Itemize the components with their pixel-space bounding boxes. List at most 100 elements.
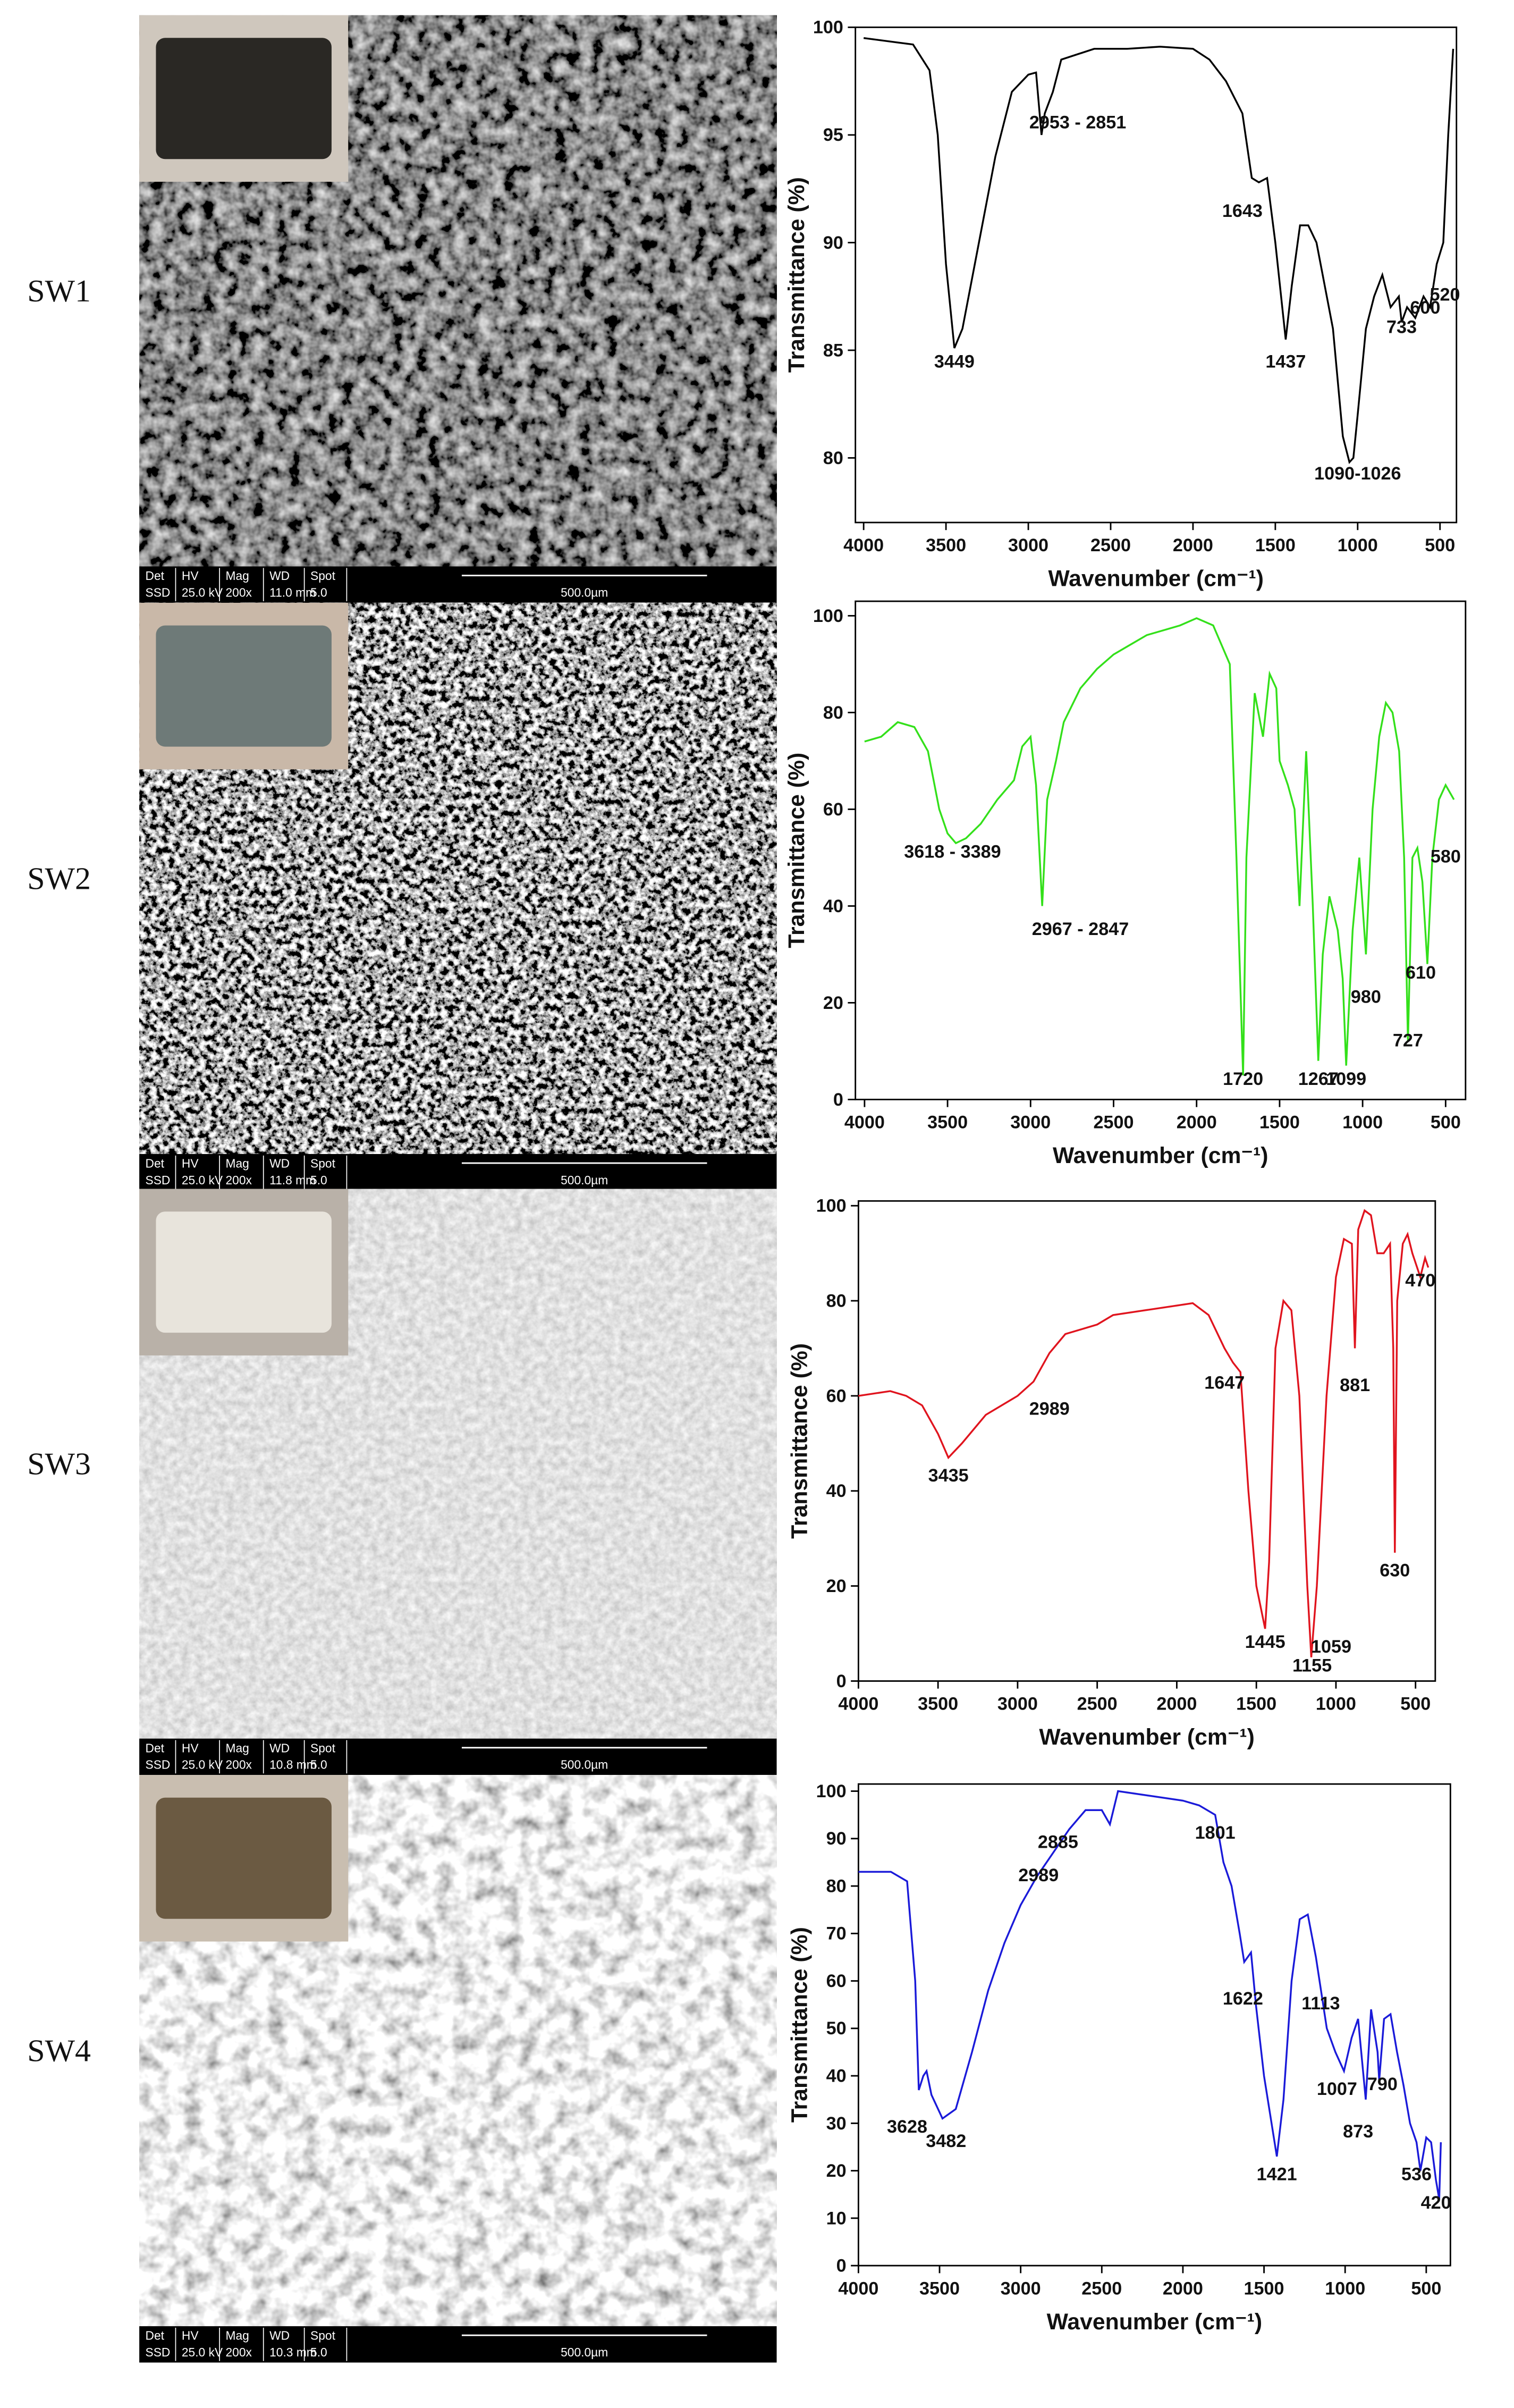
peak-label: 600 <box>1410 298 1440 318</box>
info-bar <box>139 566 777 603</box>
info-value: 25.0 kV <box>182 586 223 600</box>
y-tick-label: 60 <box>823 799 843 820</box>
info-header: Det <box>146 2329 165 2343</box>
y-tick-label: 80 <box>826 1876 847 1896</box>
peak-label: 2953 - 2851 <box>1029 113 1126 133</box>
x-tick-label: 2500 <box>1077 1694 1118 1714</box>
peak-label: 1647 <box>1204 1373 1245 1393</box>
x-tick-label: 2000 <box>1173 535 1213 555</box>
info-header: Mag <box>226 569 249 583</box>
peak-label: 420 <box>1421 2193 1451 2213</box>
y-tick-label: 0 <box>833 1090 843 1110</box>
info-value: 25.0 kV <box>182 1758 223 1772</box>
y-tick-label: 100 <box>816 1781 847 1801</box>
y-tick-label: 80 <box>823 448 843 468</box>
x-tick-label: 1500 <box>1259 1113 1300 1133</box>
spectrum-line <box>864 617 1455 1075</box>
info-value: SSD <box>146 1173 171 1187</box>
info-header: HV <box>182 2329 199 2343</box>
peak-label: 2885 <box>1038 1832 1078 1853</box>
peak-label: 580 <box>1431 847 1461 867</box>
y-tick-label: 60 <box>826 1386 847 1406</box>
y-axis-title: Transmittance (%) <box>787 1343 813 1539</box>
peak-label: 3482 <box>926 2131 966 2151</box>
peak-label: 1643 <box>1222 201 1263 221</box>
y-axis-title: Transmittance (%) <box>784 753 809 948</box>
info-value: 5.0 <box>310 1173 327 1187</box>
peak-label: 470 <box>1405 1270 1435 1291</box>
info-value: 10.8 mm <box>269 1758 317 1772</box>
info-bar <box>139 1154 777 1191</box>
peak-label: 727 <box>1393 1030 1423 1050</box>
y-tick-label: 70 <box>826 1924 847 1944</box>
row-label: SW4 <box>27 2033 91 2068</box>
x-axis-title: Wavenumber (cm⁻¹) <box>1048 566 1264 592</box>
info-value: SSD <box>146 2345 171 2359</box>
ftir-chart: 4000 3500 3000 2500 2000 1500 1000 500 0 20 40 60 80… <box>784 600 1467 1168</box>
info-value: 10.3 mm <box>269 2345 317 2359</box>
peak-label: 1267 <box>1298 1069 1339 1089</box>
peak-label: 3435 <box>928 1466 969 1486</box>
y-axis-title: Transmittance (%) <box>784 177 809 373</box>
info-value: 200x <box>226 1173 252 1187</box>
x-tick-label: 4000 <box>843 535 884 555</box>
info-value: 5.0 <box>310 586 327 600</box>
info-header: HV <box>182 569 199 583</box>
info-value: SSD <box>146 1758 171 1772</box>
peak-label: 980 <box>1351 987 1381 1007</box>
x-tick-label: 2500 <box>1081 2278 1122 2298</box>
plot-frame <box>855 600 1467 1100</box>
info-value: SSD <box>146 586 171 600</box>
info-value: 25.0 kV <box>182 1173 223 1187</box>
x-tick-label: 2000 <box>1163 2278 1203 2298</box>
x-tick-label: 1000 <box>1342 1113 1383 1133</box>
peak-label: 610 <box>1406 963 1436 983</box>
y-tick-label: 80 <box>826 1291 847 1311</box>
info-header: Spot <box>310 2329 336 2343</box>
info-bar <box>139 2326 777 2363</box>
info-header: Mag <box>226 2329 249 2343</box>
peak-label: 1437 <box>1265 351 1306 372</box>
spectrum-line <box>858 1209 1430 1657</box>
x-tick-label: 1000 <box>1316 1694 1356 1714</box>
x-tick-label: 4000 <box>838 2278 878 2298</box>
x-tick-label: 2500 <box>1090 535 1131 555</box>
peak-label: 1113 <box>1301 1993 1340 2014</box>
peak-label: 1059 <box>1311 1637 1351 1657</box>
x-tick-label: 3000 <box>1008 535 1048 555</box>
info-header: WD <box>269 569 290 583</box>
info-header: Mag <box>226 1157 249 1171</box>
x-tick-label: 500 <box>1425 535 1455 555</box>
info-value: 25.0 kV <box>182 2345 223 2359</box>
spectrum-line <box>863 37 1454 465</box>
x-axis-title: Wavenumber (cm⁻¹) <box>1047 2309 1263 2335</box>
x-tick-label: 1000 <box>1338 535 1378 555</box>
spectrum-line <box>858 1790 1442 2200</box>
peak-label: 3449 <box>934 351 975 372</box>
row-label: SW1 <box>27 273 91 308</box>
peak-label: 520 <box>1430 285 1460 305</box>
x-tick-label: 3500 <box>926 535 966 555</box>
peak-label: 2989 <box>1029 1399 1070 1419</box>
info-header: Spot <box>310 1157 336 1171</box>
peak-label: 3628 <box>887 2117 927 2137</box>
x-tick-label: 1000 <box>1325 2278 1365 2298</box>
x-tick-label: 3000 <box>1001 2278 1041 2298</box>
row-label: SW3 <box>27 1446 91 1481</box>
peak-label: 733 <box>1386 317 1417 338</box>
x-axis-title: Wavenumber (cm⁻¹) <box>1039 1724 1255 1750</box>
y-tick-label: 50 <box>826 2018 847 2039</box>
x-tick-label: 2000 <box>1156 1694 1197 1714</box>
info-value: 5.0 <box>310 2345 327 2359</box>
y-axis-title: Transmittance (%) <box>787 1927 813 2123</box>
x-tick-label: 1500 <box>1244 2278 1284 2298</box>
x-axis-title: Wavenumber (cm⁻¹) <box>1053 1143 1268 1168</box>
x-tick-label: 3500 <box>918 1694 958 1714</box>
peak-label: 1007 <box>1317 2079 1357 2099</box>
info-header: WD <box>269 1741 290 1755</box>
peak-label: 536 <box>1401 2164 1432 2184</box>
info-header: WD <box>269 1157 290 1171</box>
info-header: HV <box>182 1741 199 1755</box>
